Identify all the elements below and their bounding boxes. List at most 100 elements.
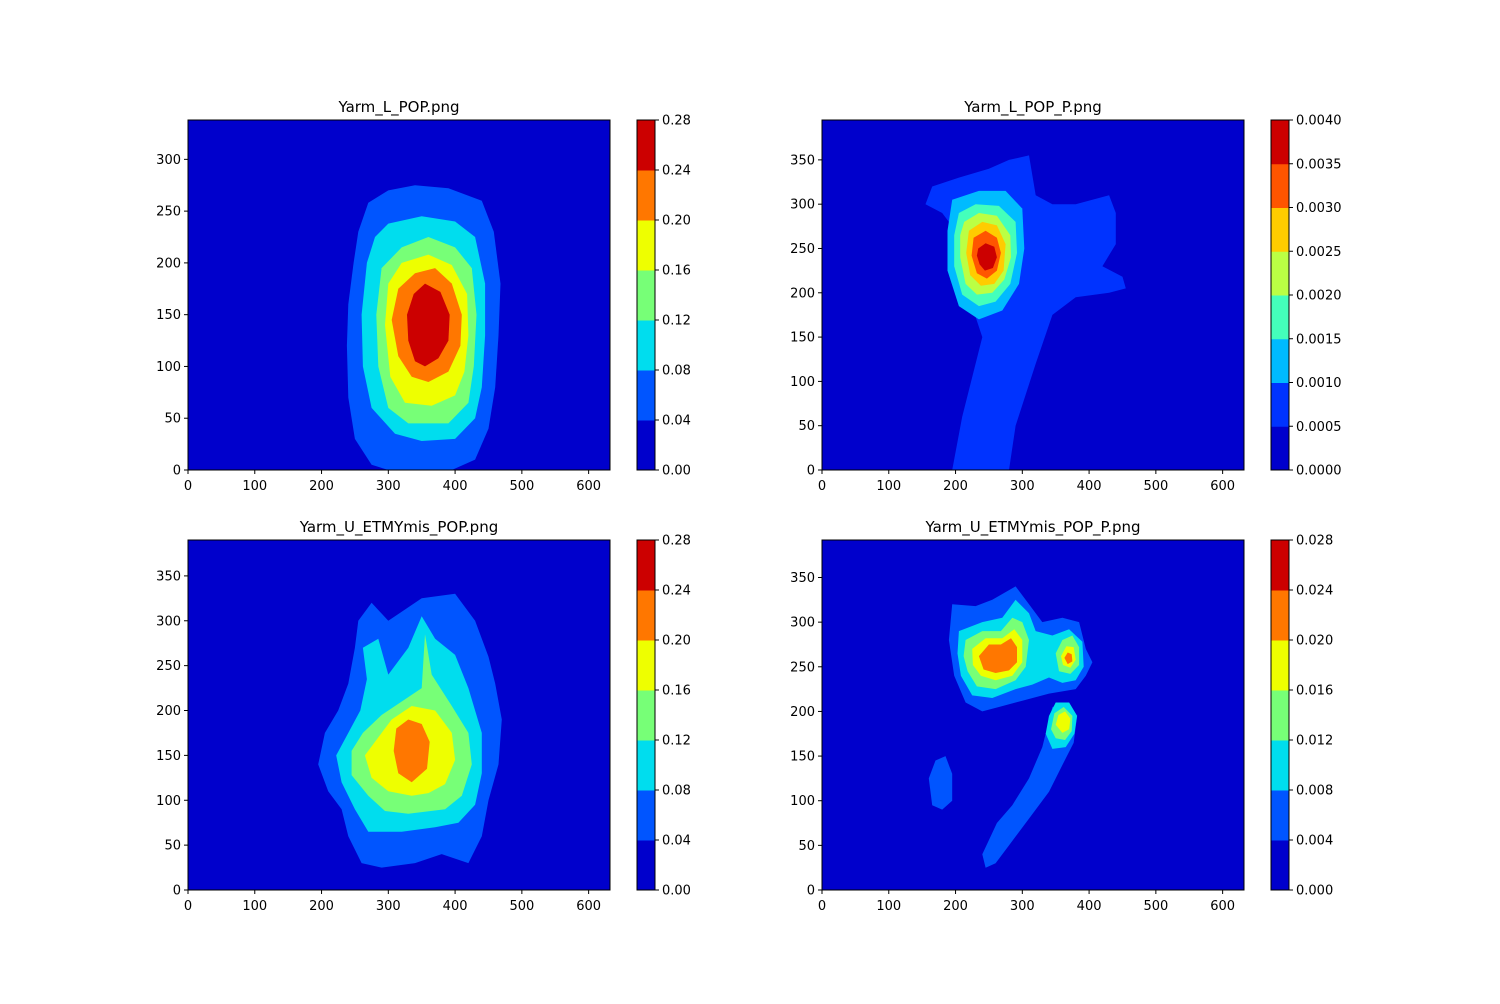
colorbar-tick-label: 0.16 xyxy=(662,264,691,279)
contour-region xyxy=(928,756,953,810)
colorbar-tick-label: 0.12 xyxy=(662,314,691,329)
colorbar-band xyxy=(1271,690,1289,741)
colorbar-band xyxy=(1271,540,1289,591)
colorbar-band xyxy=(1271,790,1289,841)
y-tick-label: 350 xyxy=(156,569,181,584)
x-tick-label: 500 xyxy=(509,899,534,914)
colorbar-tick-label: 0.08 xyxy=(662,784,691,799)
y-tick-label: 250 xyxy=(790,660,815,675)
colorbar-tick-label: 0.0015 xyxy=(1296,332,1342,347)
x-tick-label: 600 xyxy=(576,479,601,494)
colorbar-band xyxy=(1271,163,1289,208)
contour-layer xyxy=(318,593,502,868)
y-tick-label: 250 xyxy=(156,205,181,220)
y-tick-label: 0 xyxy=(807,464,815,479)
y-tick-label: 200 xyxy=(790,286,815,301)
x-tick-label: 200 xyxy=(943,479,968,494)
colorbar-tick-label: 0.0000 xyxy=(1296,464,1342,479)
colorbar-tick-label: 0.08 xyxy=(662,364,691,379)
colorbar-tick-label: 0.004 xyxy=(1296,834,1333,849)
x-tick-label: 300 xyxy=(376,479,401,494)
colorbar-tick-label: 0.0005 xyxy=(1296,420,1342,435)
contour-region xyxy=(976,243,997,271)
plot-frame xyxy=(821,539,1245,891)
colorbar-tick-label: 0.0025 xyxy=(1296,245,1342,260)
colorbar-tick-label: 0.12 xyxy=(662,734,691,749)
y-tick-label: 300 xyxy=(156,153,181,168)
colorbar-tick-label: 0.24 xyxy=(662,164,691,179)
chart-title: Yarm_U_ETMYmis_POP_P.png xyxy=(924,518,1140,537)
x-tick-label: 500 xyxy=(509,479,534,494)
colorbar-tick-label: 0.016 xyxy=(1296,684,1333,699)
contour-region xyxy=(393,719,430,783)
x-tick-label: 200 xyxy=(943,899,968,914)
colorbar-tick-label: 0.0035 xyxy=(1296,157,1342,172)
colorbar-band xyxy=(1271,120,1289,165)
colorbar-band xyxy=(637,840,655,891)
x-tick-label: 400 xyxy=(443,899,468,914)
contour-layer xyxy=(925,155,1126,470)
chart-title: Yarm_L_POP_P.png xyxy=(963,98,1102,117)
y-tick-label: 300 xyxy=(790,616,815,631)
x-tick-label: 400 xyxy=(443,479,468,494)
x-tick-label: 400 xyxy=(1077,479,1102,494)
x-tick-label: 100 xyxy=(242,899,267,914)
colorbar-band xyxy=(637,170,655,221)
x-tick-label: 200 xyxy=(309,479,334,494)
contour-region xyxy=(978,638,1017,673)
x-tick-label: 200 xyxy=(309,899,334,914)
colorbar-tick-label: 0.16 xyxy=(662,684,691,699)
chart-panel-2: Yarm_L_POP_P.png 0 100 200 300 400 500 600 0 50 10… xyxy=(790,98,1341,494)
contour-layer xyxy=(346,185,501,470)
x-tick-label: 100 xyxy=(876,479,901,494)
x-tick-label: 500 xyxy=(1143,899,1168,914)
colorbar-frame xyxy=(1270,539,1290,891)
y-tick-label: 0 xyxy=(807,884,815,899)
chart-panel-1: Yarm_L_POP.png 0 100 200 300 400 500 600 0 50 100 1… xyxy=(156,98,691,494)
x-tick-label: 500 xyxy=(1143,479,1168,494)
y-tick-label: 300 xyxy=(790,198,815,213)
colorbar-tick-label: 0.20 xyxy=(662,214,691,229)
colorbar-tick-label: 0.0020 xyxy=(1296,289,1342,304)
x-tick-label: 0 xyxy=(818,479,826,494)
x-tick-label: 400 xyxy=(1077,899,1102,914)
colorbar-band xyxy=(637,590,655,641)
colorbar-band xyxy=(637,740,655,791)
colorbar-tick-label: 0.20 xyxy=(662,634,691,649)
y-tick-label: 150 xyxy=(790,331,815,346)
x-tick-label: 0 xyxy=(184,899,192,914)
colorbar-band xyxy=(1271,338,1289,383)
colorbar-band xyxy=(1271,740,1289,791)
colorbar-band xyxy=(1271,251,1289,296)
colorbar-tick-label: 0.04 xyxy=(662,834,691,849)
colorbar-tick-label: 0.24 xyxy=(662,584,691,599)
x-tick-label: 100 xyxy=(876,899,901,914)
y-tick-label: 150 xyxy=(156,749,181,764)
colorbar-band xyxy=(1271,590,1289,641)
x-tick-label: 300 xyxy=(1010,899,1035,914)
y-tick-label: 150 xyxy=(790,750,815,765)
colorbar-frame xyxy=(636,119,656,471)
colorbar-tick-label: 0.28 xyxy=(662,534,691,549)
y-tick-label: 100 xyxy=(156,794,181,809)
colorbar-frame xyxy=(636,539,656,891)
plot-frame xyxy=(187,539,611,891)
y-tick-label: 350 xyxy=(790,571,815,586)
plot-frame xyxy=(821,119,1245,471)
contour-region xyxy=(1055,711,1071,733)
x-tick-label: 600 xyxy=(1210,479,1235,494)
x-tick-label: 600 xyxy=(1210,899,1235,914)
y-tick-label: 50 xyxy=(798,839,815,854)
y-tick-label: 250 xyxy=(156,659,181,674)
plot-frame xyxy=(187,119,611,471)
x-tick-label: 300 xyxy=(1010,479,1035,494)
colorbar-tick-label: 0.008 xyxy=(1296,784,1333,799)
y-tick-label: 50 xyxy=(798,419,815,434)
x-tick-label: 100 xyxy=(242,479,267,494)
contour-region xyxy=(1064,652,1073,665)
colorbar-band xyxy=(637,320,655,371)
